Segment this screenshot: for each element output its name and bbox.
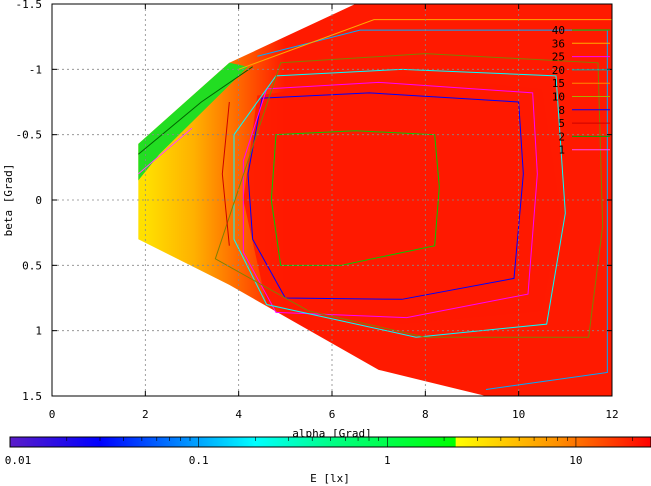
colorbar-title: E [lx] [310,472,350,485]
y-tick-label: -0.5 [16,129,43,142]
contour-line-15 [214,53,604,338]
y-axis-title: beta [Grad] [2,164,15,237]
legend-label: 20 [552,64,565,77]
contour-line-40 [270,130,440,266]
contour-line-1 [138,127,193,175]
legend-label: 36 [552,37,565,50]
contour-line-5 [221,101,230,246]
legend-label: 25 [552,51,565,64]
x-tick-label: 2 [142,408,149,421]
legend-label: 1 [558,144,565,157]
colorbar-frame [9,436,651,448]
contour-line-25 [242,81,538,319]
x-tick-label: 0 [49,408,56,421]
plot-area [51,3,613,397]
y-tick-label: 0 [35,194,42,207]
x-axis-ticks: 0 2 4 6 8 10 12 [49,4,619,421]
y-tick-label: 1.5 [22,390,42,403]
y-tick-label: -1 [29,63,42,76]
y-axis-ticks: -1.5 -1 -0.5 0 0.5 1 1.5 [16,0,612,403]
colorbar-tick-label: 0.01 [5,454,32,467]
x-tick-label: 10 [512,408,525,421]
colorbar-tick-label: 10 [569,454,582,467]
x-tick-label: 4 [235,408,242,421]
x-tick-label: 8 [422,408,429,421]
grid-lines [52,4,612,396]
y-tick-label: 0.5 [22,259,42,272]
legend-label: 10 [552,91,565,104]
contour-line-30 [247,92,524,300]
contour-line-2 [138,66,253,155]
legend-label: 8 [558,104,565,117]
legend-label: 15 [552,77,565,90]
legend-label: 40 [552,24,565,37]
x-tick-label: 12 [605,408,618,421]
contour-line-20 [233,68,566,338]
contour-line-8 [238,19,612,70]
legend-label: 2 [558,130,565,143]
colorbar-tick-label: 1 [384,454,391,467]
colorbar-gradient [10,437,651,447]
low-illuminance-band [138,62,248,181]
x-tick-label: 6 [329,408,336,421]
colorbar-ticks: 0.01 0.1 1 10 [5,436,651,467]
colorbar: 0.01 0.1 1 10 E [lx] [5,436,651,485]
colorbar-tick-label: 0.1 [189,454,209,467]
y-tick-label: 1 [35,325,42,338]
legend-label: 5 [558,117,565,130]
y-tick-label: -1.5 [16,0,43,11]
